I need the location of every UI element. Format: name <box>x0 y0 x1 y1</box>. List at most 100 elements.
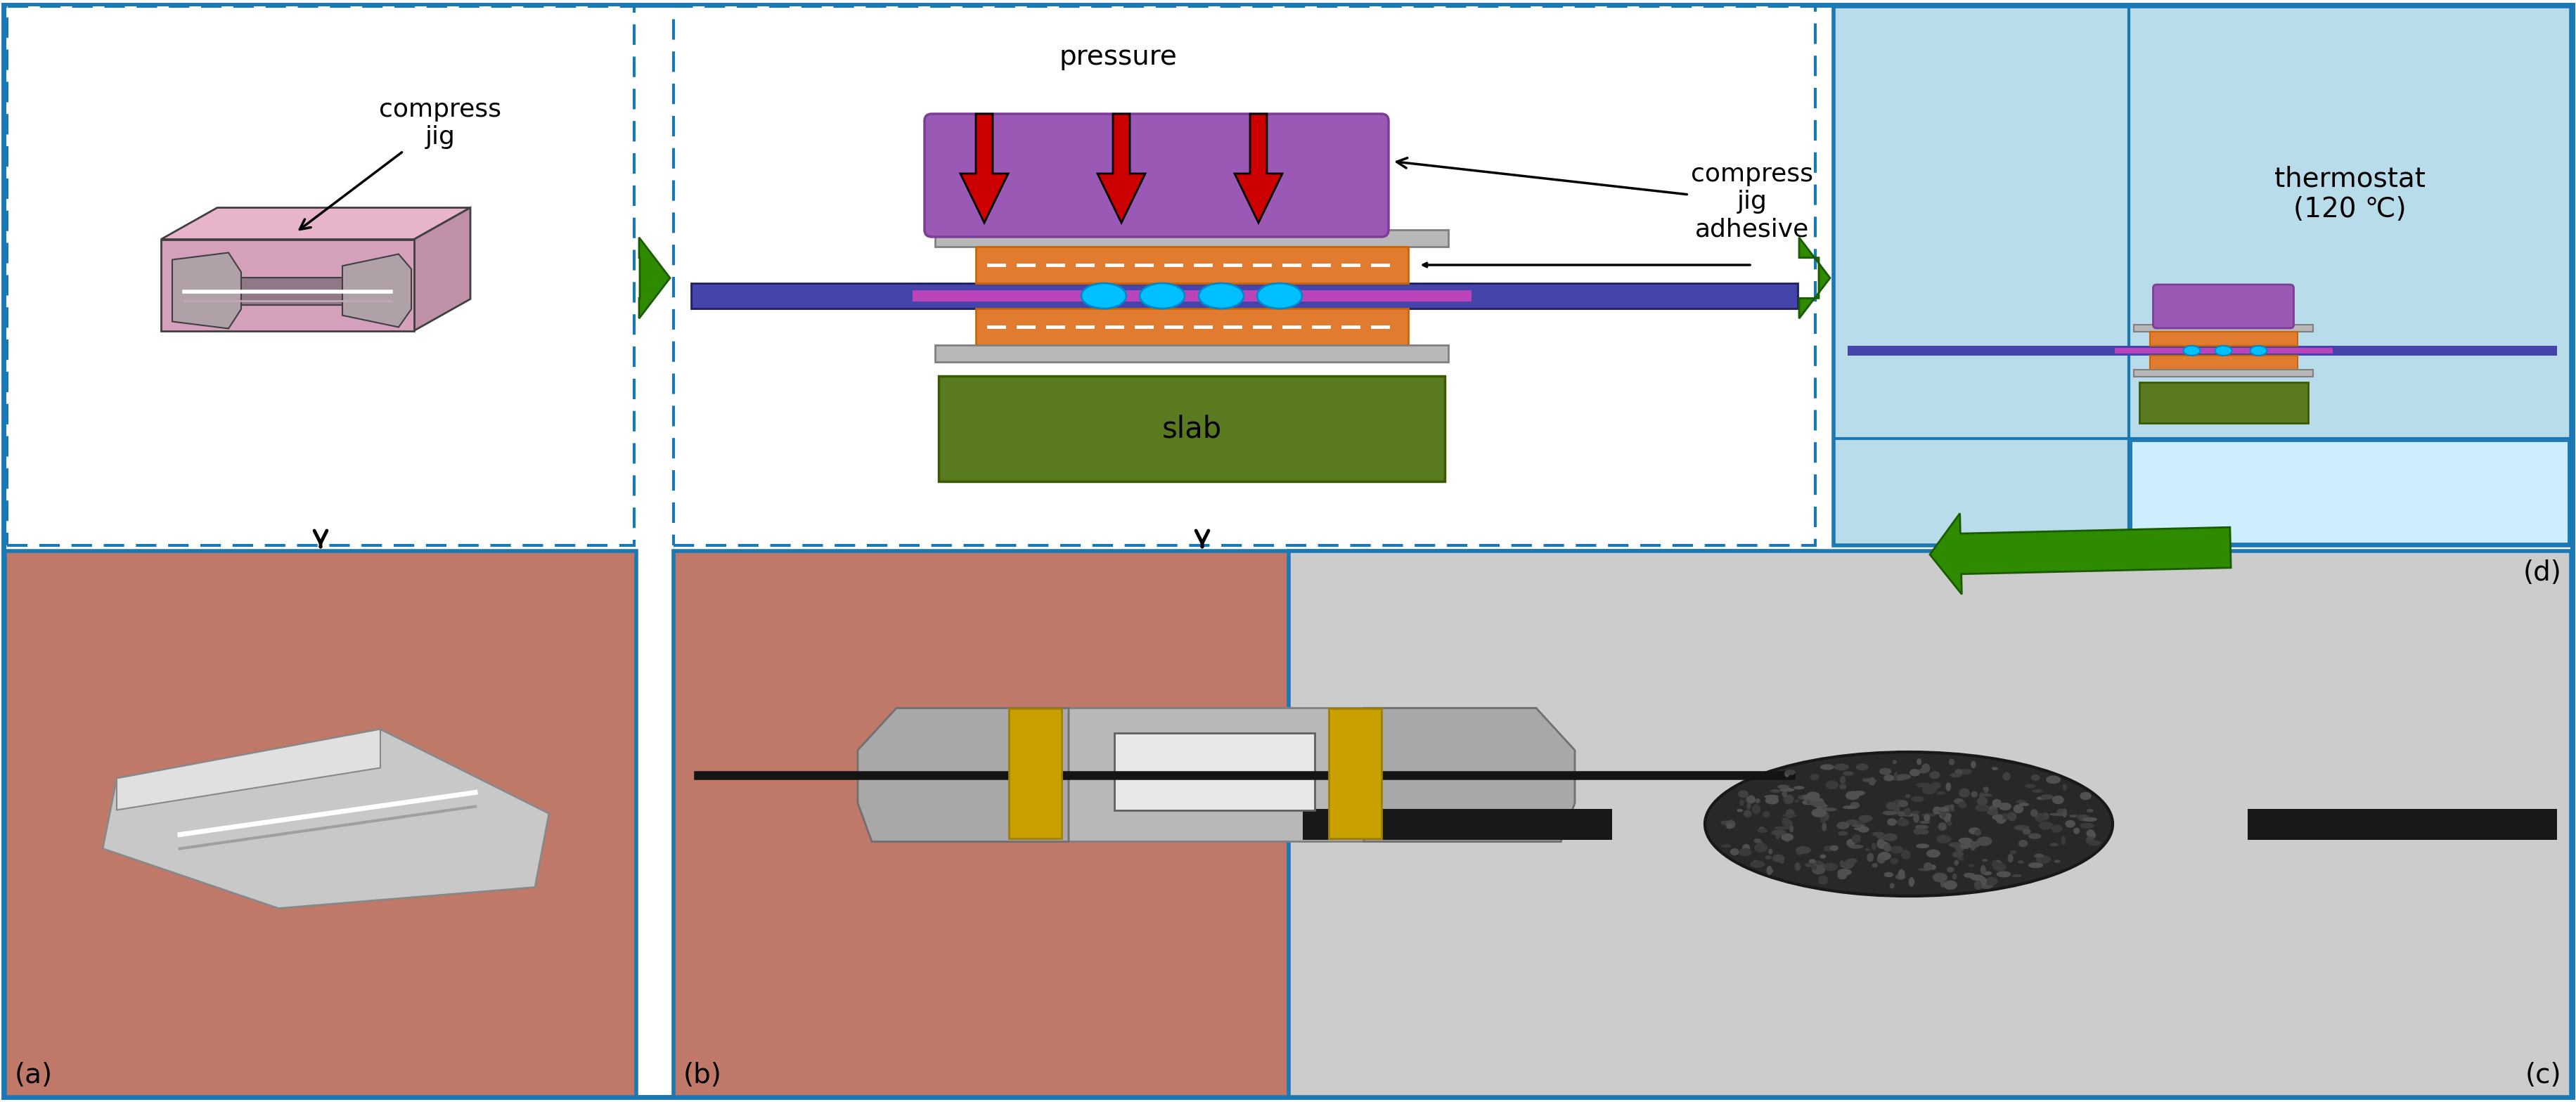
Ellipse shape <box>1971 760 1976 768</box>
Ellipse shape <box>2035 855 2050 864</box>
Ellipse shape <box>1811 801 1826 807</box>
FancyBboxPatch shape <box>925 114 1388 237</box>
FancyBboxPatch shape <box>2130 441 2568 543</box>
Bar <box>1329 709 1381 839</box>
Bar <box>976 247 1409 283</box>
Ellipse shape <box>2020 840 2027 847</box>
Ellipse shape <box>2087 835 2094 844</box>
Ellipse shape <box>1911 811 1919 814</box>
Ellipse shape <box>1873 832 1886 836</box>
Ellipse shape <box>1909 877 1914 887</box>
Ellipse shape <box>1829 845 1839 851</box>
Bar <box>935 230 1448 247</box>
Ellipse shape <box>2079 792 2092 800</box>
Ellipse shape <box>1780 788 1795 791</box>
Ellipse shape <box>1775 830 1780 840</box>
Ellipse shape <box>1765 797 1780 804</box>
Ellipse shape <box>1837 872 1847 879</box>
Ellipse shape <box>1759 841 1765 849</box>
Ellipse shape <box>2050 813 2063 815</box>
Text: compress
jig: compress jig <box>299 98 502 229</box>
Ellipse shape <box>2030 775 2040 781</box>
Ellipse shape <box>1917 844 1929 849</box>
Ellipse shape <box>1883 775 1893 781</box>
Ellipse shape <box>1906 795 1911 798</box>
Ellipse shape <box>1868 853 1873 862</box>
Ellipse shape <box>1803 800 1814 804</box>
Ellipse shape <box>1976 829 1981 834</box>
Ellipse shape <box>1783 790 1788 798</box>
Text: thermostat
(120 ℃): thermostat (120 ℃) <box>2275 165 2427 223</box>
Ellipse shape <box>1844 791 1860 800</box>
FancyBboxPatch shape <box>2154 284 2293 328</box>
Ellipse shape <box>1955 860 1958 865</box>
Ellipse shape <box>1896 874 1906 879</box>
Ellipse shape <box>2030 809 2038 817</box>
Ellipse shape <box>1893 799 1906 808</box>
Ellipse shape <box>2014 825 2030 831</box>
Ellipse shape <box>2081 818 2097 822</box>
Ellipse shape <box>1821 764 1834 770</box>
Bar <box>2148 332 2298 346</box>
Ellipse shape <box>1793 786 1806 789</box>
Bar <box>938 376 1445 482</box>
Ellipse shape <box>1785 770 1790 777</box>
Text: (d): (d) <box>2522 560 2561 586</box>
Ellipse shape <box>1922 764 1929 773</box>
Ellipse shape <box>2022 829 2030 835</box>
Ellipse shape <box>1752 804 1759 814</box>
Ellipse shape <box>1929 771 1940 779</box>
Ellipse shape <box>1893 776 1906 780</box>
Ellipse shape <box>1824 863 1837 872</box>
Ellipse shape <box>2184 346 2200 356</box>
Ellipse shape <box>2002 773 2012 780</box>
Ellipse shape <box>1940 807 1950 812</box>
Ellipse shape <box>1991 799 2002 808</box>
Ellipse shape <box>1749 861 1765 867</box>
Ellipse shape <box>1955 769 1963 776</box>
Ellipse shape <box>2087 809 2094 812</box>
Ellipse shape <box>1811 865 1816 869</box>
Ellipse shape <box>2053 860 2061 863</box>
Polygon shape <box>1798 237 1829 318</box>
Ellipse shape <box>1984 787 1989 791</box>
Ellipse shape <box>1811 809 1826 818</box>
Polygon shape <box>639 237 670 318</box>
Ellipse shape <box>2063 784 2066 791</box>
Bar <box>2148 356 2298 369</box>
Ellipse shape <box>2063 809 2066 818</box>
Ellipse shape <box>1772 854 1785 862</box>
Ellipse shape <box>1795 846 1811 854</box>
Ellipse shape <box>1747 796 1757 803</box>
Ellipse shape <box>2040 821 2053 830</box>
Ellipse shape <box>1880 768 1891 775</box>
Ellipse shape <box>1891 883 1893 888</box>
Bar <box>2249 809 2558 840</box>
Bar <box>976 309 1409 345</box>
Ellipse shape <box>1953 873 1958 879</box>
Bar <box>1115 733 1314 810</box>
Polygon shape <box>415 207 471 331</box>
FancyBboxPatch shape <box>1834 7 2571 545</box>
Ellipse shape <box>2009 850 2017 854</box>
Ellipse shape <box>1783 796 1793 804</box>
Ellipse shape <box>1899 811 1904 817</box>
Ellipse shape <box>1883 833 1899 841</box>
Ellipse shape <box>1883 844 1891 852</box>
Ellipse shape <box>1839 776 1844 784</box>
Ellipse shape <box>1991 814 2004 820</box>
Ellipse shape <box>1978 792 1986 802</box>
Ellipse shape <box>1942 880 1958 889</box>
Ellipse shape <box>1790 825 1793 832</box>
Ellipse shape <box>1896 774 1911 780</box>
Ellipse shape <box>1981 865 1986 875</box>
Ellipse shape <box>2050 824 2063 833</box>
Ellipse shape <box>1739 799 1744 806</box>
Ellipse shape <box>1814 861 1824 871</box>
Ellipse shape <box>1744 810 1752 818</box>
Ellipse shape <box>1824 845 1834 852</box>
Polygon shape <box>1234 114 1283 223</box>
Ellipse shape <box>1984 872 1991 875</box>
Ellipse shape <box>1888 819 1896 825</box>
Ellipse shape <box>1893 804 1899 814</box>
